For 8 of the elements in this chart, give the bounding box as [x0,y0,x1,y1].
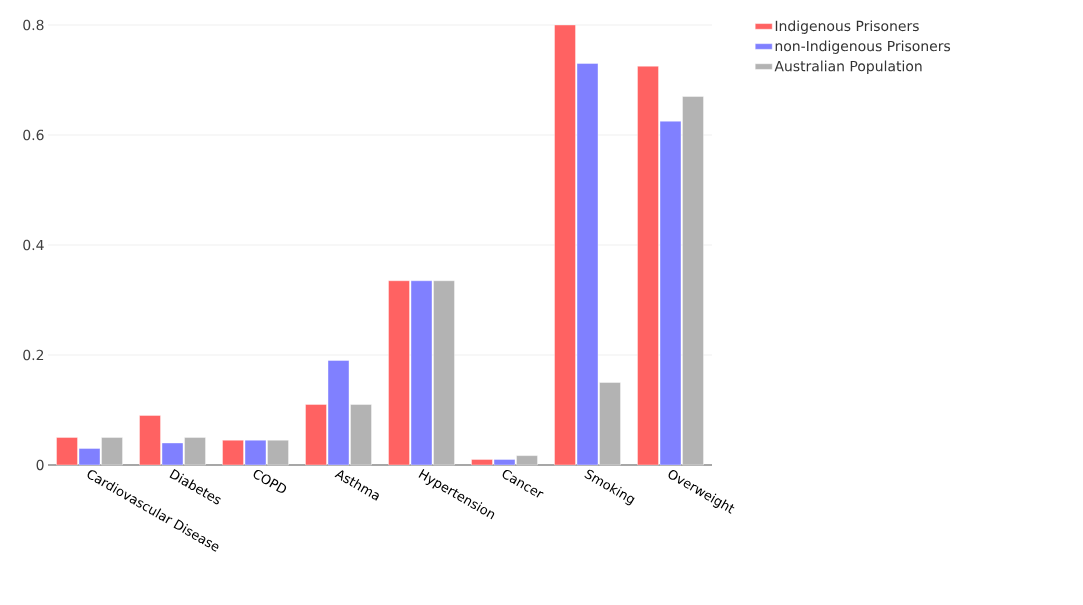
y-tick-label: 0.8 [23,19,44,31]
legend-label: Indigenous Prisoners [775,20,919,34]
y-tick-label: 0.6 [23,129,44,141]
y-tick-label: 0 [36,459,44,471]
legend-label: non-Indigenous Prisoners [775,40,951,54]
y-tick-label: 0.2 [23,349,44,361]
legend-label: Australian Population [774,60,922,75]
y-tick-label: 0.4 [23,239,44,251]
